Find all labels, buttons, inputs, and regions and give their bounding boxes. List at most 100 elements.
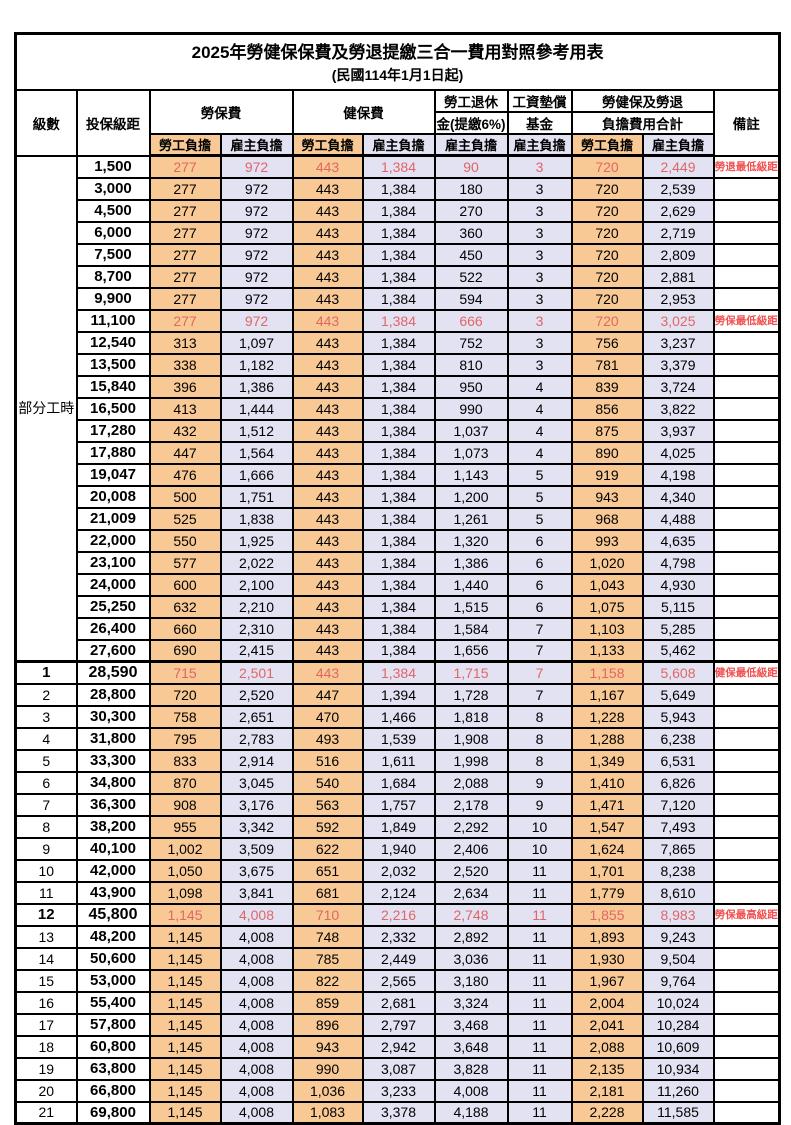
remark-cell [712, 638, 781, 663]
cell-labor-employer: 2,783 [219, 726, 294, 751]
cell-labor-employer: 1,512 [219, 418, 294, 443]
table-row: 21 69,800 1,145 4,008 1,083 3,378 4,188 11 2,228… [14, 1100, 781, 1125]
bracket-cell: 15,840 [75, 374, 151, 399]
cell-labor-employee: 277 [148, 286, 222, 311]
cell-wagefund-employer: 11 [506, 902, 573, 927]
page-subtitle: (民國114年1月1日起) [331, 66, 464, 83]
cell-labor-employee: 277 [148, 198, 222, 223]
cell-labor-employee: 1,145 [148, 1056, 222, 1081]
cell-labor-employee: 1,145 [148, 946, 222, 971]
table-row: 13,500 338 1,182 443 1,384 810 3 781 3,379 [16, 352, 781, 377]
cell-pension-employer: 450 [433, 242, 509, 267]
table-row: 25,250 632 2,210 443 1,384 1,515 6 1,075 5,115 [16, 594, 781, 619]
level-cell: 7 [14, 792, 78, 817]
cell-wagefund-employer: 5 [506, 484, 573, 509]
cell-pension-employer: 950 [433, 374, 509, 399]
cell-total-employer: 8,983 [641, 902, 715, 927]
bracket-cell: 36,300 [75, 792, 151, 817]
cell-health-employer: 1,384 [361, 154, 436, 179]
cell-health-employee: 443 [291, 330, 364, 355]
cell-total-employer: 2,953 [641, 286, 715, 311]
cell-total-employee: 1,701 [570, 858, 644, 883]
table-row: 10 42,000 1,050 3,675 651 2,032 2,520 11 1,701 8,… [14, 858, 781, 883]
cell-pension-employer: 1,908 [433, 726, 509, 751]
cell-wagefund-employer: 7 [506, 682, 573, 707]
cell-labor-employer: 1,925 [219, 528, 294, 553]
cell-labor-employee: 1,145 [148, 990, 222, 1015]
cell-total-employer: 5,943 [641, 704, 715, 729]
cell-wagefund-employer: 3 [506, 220, 573, 245]
cell-total-employee: 1,075 [570, 594, 644, 619]
bracket-cell: 48,200 [75, 924, 151, 949]
cell-wagefund-employer: 3 [506, 176, 573, 201]
remark-cell [712, 1012, 781, 1037]
cell-health-employer: 1,384 [361, 484, 436, 509]
bracket-cell: 13,500 [75, 352, 151, 377]
cell-labor-employer: 972 [219, 154, 294, 179]
cell-total-employer: 2,881 [641, 264, 715, 289]
cell-pension-employer: 3,828 [433, 1056, 509, 1081]
page-title: 2025年勞健保保費及勞退提繳三合一費用對照參考用表 [191, 43, 604, 63]
cell-total-employer: 4,635 [641, 528, 715, 553]
title-row: 2025年勞健保保費及勞退提繳三合一費用對照參考用表 (民國114年1月1日起) [14, 32, 781, 91]
cell-total-employer: 10,284 [641, 1012, 715, 1037]
cell-wagefund-employer: 9 [506, 770, 573, 795]
cell-total-employee: 720 [570, 242, 644, 267]
cell-total-employee: 720 [570, 176, 644, 201]
cell-labor-employee: 908 [148, 792, 222, 817]
cell-wagefund-employer: 10 [506, 814, 573, 839]
bracket-cell: 3,000 [75, 176, 151, 201]
bracket-cell: 12,540 [75, 330, 151, 355]
cell-labor-employee: 476 [148, 462, 222, 487]
bracket-cell: 30,300 [75, 704, 151, 729]
table-row: 6,000 277 972 443 1,384 360 3 720 2,719 [16, 220, 781, 245]
cell-total-employer: 7,865 [641, 836, 715, 861]
remark-cell [712, 286, 781, 311]
table-row: 27,600 690 2,415 443 1,384 1,656 7 1,133 5,462 [16, 638, 781, 663]
cell-wagefund-employer: 8 [506, 704, 573, 729]
cell-pension-employer: 2,406 [433, 836, 509, 861]
cell-health-employer: 1,384 [361, 660, 436, 685]
cell-health-employer: 1,384 [361, 374, 436, 399]
cell-health-employer: 1,611 [361, 748, 436, 773]
cell-total-employer: 9,243 [641, 924, 715, 949]
bracket-cell: 42,000 [75, 858, 151, 883]
table-row: 15 53,000 1,145 4,008 822 2,565 3,180 11 1,967 9,… [14, 968, 781, 993]
cell-total-employee: 890 [570, 440, 644, 465]
cell-wagefund-employer: 6 [506, 550, 573, 575]
cell-wagefund-employer: 11 [506, 990, 573, 1015]
col-header-level: 級數 [14, 89, 78, 157]
cell-labor-employer: 972 [219, 264, 294, 289]
remark-cell [712, 726, 781, 751]
cell-total-employer: 3,724 [641, 374, 715, 399]
cell-labor-employee: 1,145 [148, 1034, 222, 1059]
cell-wagefund-employer: 7 [506, 660, 573, 685]
table-row: 26,400 660 2,310 443 1,384 1,584 7 1,103 5,285 [16, 616, 781, 641]
cell-pension-employer: 1,200 [433, 484, 509, 509]
cell-pension-employer: 594 [433, 286, 509, 311]
header-row-3: 勞工負擔 雇主負擔 勞工負擔 雇主負擔 雇主負擔 雇主負擔 勞工負擔 雇主負擔 [16, 133, 780, 157]
cell-pension-employer: 2,634 [433, 880, 509, 905]
cell-wagefund-employer: 4 [506, 440, 573, 465]
table-row: 7,500 277 972 443 1,384 450 3 720 2,809 [16, 242, 781, 267]
cell-pension-employer: 1,320 [433, 528, 509, 553]
cell-pension-employer: 666 [433, 308, 509, 333]
level-cell: 3 [14, 704, 78, 729]
cell-health-employer: 3,233 [361, 1078, 436, 1103]
cell-total-employee: 720 [570, 286, 644, 311]
cell-labor-employer: 1,182 [219, 352, 294, 377]
cell-total-employer: 6,531 [641, 748, 715, 773]
cell-labor-employee: 1,098 [148, 880, 222, 905]
cell-total-employee: 1,228 [570, 704, 644, 729]
cell-total-employee: 1,893 [570, 924, 644, 949]
cell-total-employee: 993 [570, 528, 644, 553]
table-row: 12 45,800 1,145 4,008 710 2,216 2,748 11 1,855 8,… [14, 902, 781, 927]
col-header-pension-line2: 金(提繳6%) [433, 111, 509, 135]
cell-health-employee: 443 [291, 616, 364, 641]
cell-wagefund-employer: 11 [506, 1078, 573, 1103]
cell-health-employee: 443 [291, 572, 364, 597]
subheader-total-employee: 勞工負擔 [570, 133, 644, 157]
cell-pension-employer: 2,178 [433, 792, 509, 817]
remark-cell [712, 858, 781, 883]
cell-wagefund-employer: 11 [506, 858, 573, 883]
